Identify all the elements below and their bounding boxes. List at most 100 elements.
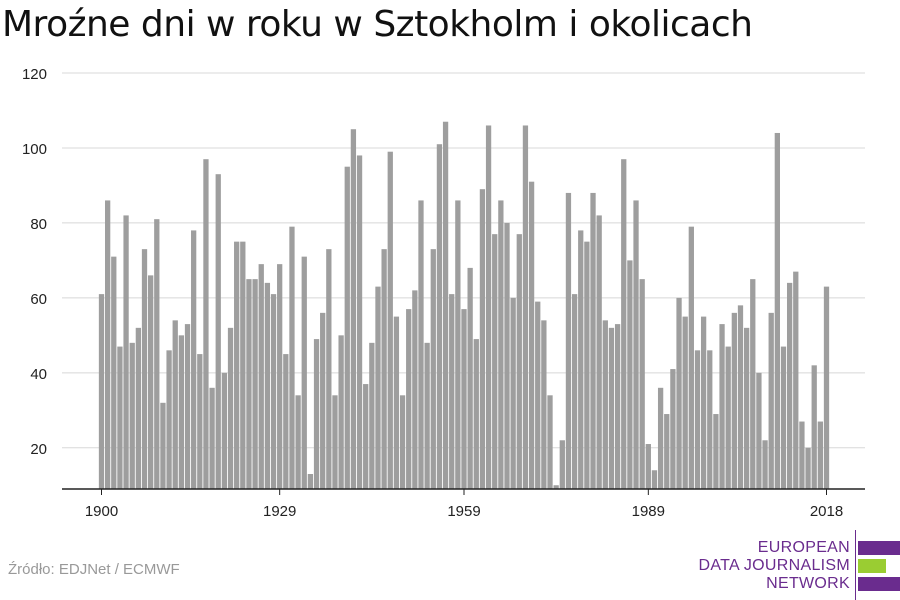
bar-2017 <box>817 421 823 489</box>
bar-1933 <box>301 256 307 489</box>
bar-1908 <box>148 275 154 489</box>
logo-bar-purple-bottom <box>858 577 900 591</box>
bar-1921 <box>227 327 234 489</box>
bar-1901 <box>105 200 111 490</box>
bar-1967 <box>510 297 516 489</box>
logo-divider <box>855 530 856 600</box>
bar-2003 <box>731 312 737 489</box>
logo-line-1: EUROPEAN <box>757 539 850 556</box>
bar-1943 <box>363 384 369 489</box>
bar-1972 <box>541 320 547 489</box>
bar-1938 <box>332 395 338 489</box>
y-tick-label-120: 120 <box>22 66 47 83</box>
bar-1934 <box>307 474 314 489</box>
bar-1983 <box>608 327 615 489</box>
bar-1999 <box>707 350 713 489</box>
bar-1980 <box>590 192 596 490</box>
bar-2014 <box>799 421 805 489</box>
bar-1926 <box>258 264 264 489</box>
bar-1900 <box>98 294 105 489</box>
bar-1975 <box>559 440 565 489</box>
bar-1940 <box>344 166 350 489</box>
bar-1963 <box>485 125 492 489</box>
y-tick-label-100: 100 <box>22 141 47 158</box>
bar-1952 <box>418 200 424 490</box>
x-tick-label-2018: 2018 <box>810 503 843 520</box>
bar-1979 <box>584 241 590 489</box>
bar-1965 <box>498 200 504 490</box>
bar-1928 <box>270 294 277 489</box>
bar-2016 <box>811 365 817 489</box>
bar-2013 <box>793 271 799 489</box>
bar-1960 <box>467 267 473 489</box>
x-tick-label-1959: 1959 <box>447 503 480 520</box>
bar-2000 <box>713 414 719 489</box>
bar-2005 <box>743 327 750 489</box>
bar-1955 <box>436 144 443 489</box>
bar-1942 <box>356 155 363 490</box>
bar-1970 <box>528 181 535 489</box>
bar-1922 <box>234 241 240 489</box>
bar-2004 <box>737 305 744 489</box>
bar-1994 <box>676 297 682 489</box>
bar-1947 <box>387 151 393 489</box>
logo-line-3: NETWORK <box>766 575 850 592</box>
bar-1915 <box>191 230 197 490</box>
bar-1941 <box>350 129 357 489</box>
bar-2007 <box>756 372 762 489</box>
bar-1930 <box>283 354 289 489</box>
y-tick-label-80: 80 <box>30 216 47 233</box>
x-tick-label-1989: 1989 <box>632 503 665 520</box>
bar-1987 <box>633 200 639 490</box>
bar-1973 <box>547 395 553 489</box>
bar-1945 <box>375 286 381 489</box>
bar-2008 <box>762 440 768 489</box>
bar-1968 <box>516 234 522 489</box>
bar-1961 <box>473 339 479 489</box>
bar-1969 <box>522 125 529 489</box>
bar-1913 <box>178 335 185 489</box>
bar-1984 <box>614 324 621 489</box>
logo-bar-purple-top <box>858 541 900 555</box>
edjnet-logo[interactable]: EUROPEAN DATA JOURNALISM NETWORK <box>699 530 900 600</box>
bar-1924 <box>246 279 252 489</box>
bar-1919 <box>215 174 221 489</box>
bar-1917 <box>203 159 209 490</box>
bar-1923 <box>240 241 246 489</box>
bar-1948 <box>393 316 400 489</box>
bar-1918 <box>209 387 215 489</box>
bar-1937 <box>326 249 332 489</box>
bar-1956 <box>442 121 449 490</box>
bar-1971 <box>535 301 541 489</box>
x-tick-label-1900: 1900 <box>85 503 118 520</box>
bar-1974 <box>553 485 559 489</box>
bar-2001 <box>719 324 725 489</box>
y-tick-label-60: 60 <box>30 291 47 308</box>
bar-1998 <box>700 316 707 489</box>
bar-2018 <box>823 286 830 489</box>
bar-1903 <box>117 346 123 489</box>
bar-1981 <box>596 215 602 489</box>
bar-1996 <box>688 226 694 489</box>
bar-1931 <box>289 226 295 489</box>
bar-2009 <box>768 312 774 489</box>
bar-1920 <box>221 372 228 489</box>
bar-1904 <box>123 215 129 489</box>
x-tick-label-1929: 1929 <box>263 503 296 520</box>
bar-1925 <box>252 279 258 489</box>
bar-1958 <box>455 200 461 490</box>
bar-1950 <box>406 309 412 489</box>
bar-1951 <box>412 290 418 489</box>
bar-1990 <box>651 470 658 489</box>
bar-1993 <box>670 369 676 489</box>
bar-1997 <box>694 350 701 489</box>
bar-1949 <box>399 395 406 489</box>
bar-1977 <box>571 294 578 489</box>
bar-1992 <box>664 414 670 489</box>
chart-title: Mroźne dni w roku w Sztokholm i okolicac… <box>2 4 753 45</box>
bar-1929 <box>277 264 283 489</box>
y-tick-label-20: 20 <box>30 441 47 458</box>
bar-2012 <box>786 282 793 489</box>
bar-1978 <box>578 230 584 490</box>
bar-1953 <box>424 342 430 489</box>
